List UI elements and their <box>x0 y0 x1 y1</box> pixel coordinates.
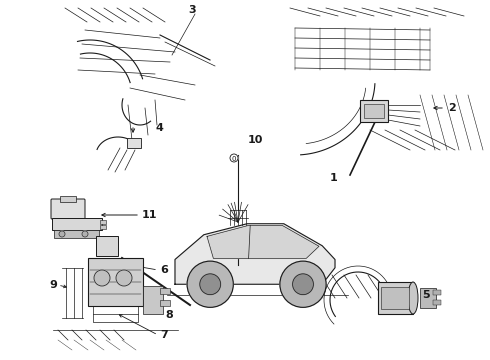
Text: 0: 0 <box>232 156 236 162</box>
Bar <box>433 300 441 305</box>
Text: 11: 11 <box>142 210 157 220</box>
Circle shape <box>94 270 110 286</box>
Bar <box>160 288 170 294</box>
Text: 1: 1 <box>330 173 338 183</box>
Bar <box>54 230 99 238</box>
Bar <box>96 236 118 256</box>
Bar <box>378 282 413 314</box>
Text: 8: 8 <box>165 310 173 320</box>
Circle shape <box>230 154 238 162</box>
Polygon shape <box>207 225 319 258</box>
Text: 4: 4 <box>155 123 163 133</box>
Bar <box>127 138 141 148</box>
Bar <box>160 300 170 306</box>
Bar <box>143 286 163 314</box>
Bar <box>364 104 384 118</box>
Bar <box>381 287 409 309</box>
Polygon shape <box>175 224 335 284</box>
Circle shape <box>200 274 220 294</box>
Bar <box>88 258 143 306</box>
Text: 5: 5 <box>422 290 430 300</box>
Circle shape <box>59 231 65 237</box>
Text: 7: 7 <box>160 330 168 340</box>
Bar <box>52 218 102 230</box>
Circle shape <box>293 274 314 294</box>
Bar <box>100 220 106 224</box>
Bar <box>360 100 388 122</box>
Ellipse shape <box>408 282 418 314</box>
Bar <box>60 196 76 202</box>
Circle shape <box>280 261 326 307</box>
Text: 3: 3 <box>188 5 196 15</box>
Bar <box>420 288 436 308</box>
FancyBboxPatch shape <box>51 199 85 219</box>
Circle shape <box>187 261 233 307</box>
Text: 2: 2 <box>448 103 456 113</box>
Circle shape <box>82 231 88 237</box>
Text: 6: 6 <box>160 265 168 275</box>
Text: 9: 9 <box>49 280 57 290</box>
Bar <box>100 225 106 229</box>
Text: 10: 10 <box>248 135 264 145</box>
Bar <box>433 290 441 295</box>
Circle shape <box>116 270 132 286</box>
